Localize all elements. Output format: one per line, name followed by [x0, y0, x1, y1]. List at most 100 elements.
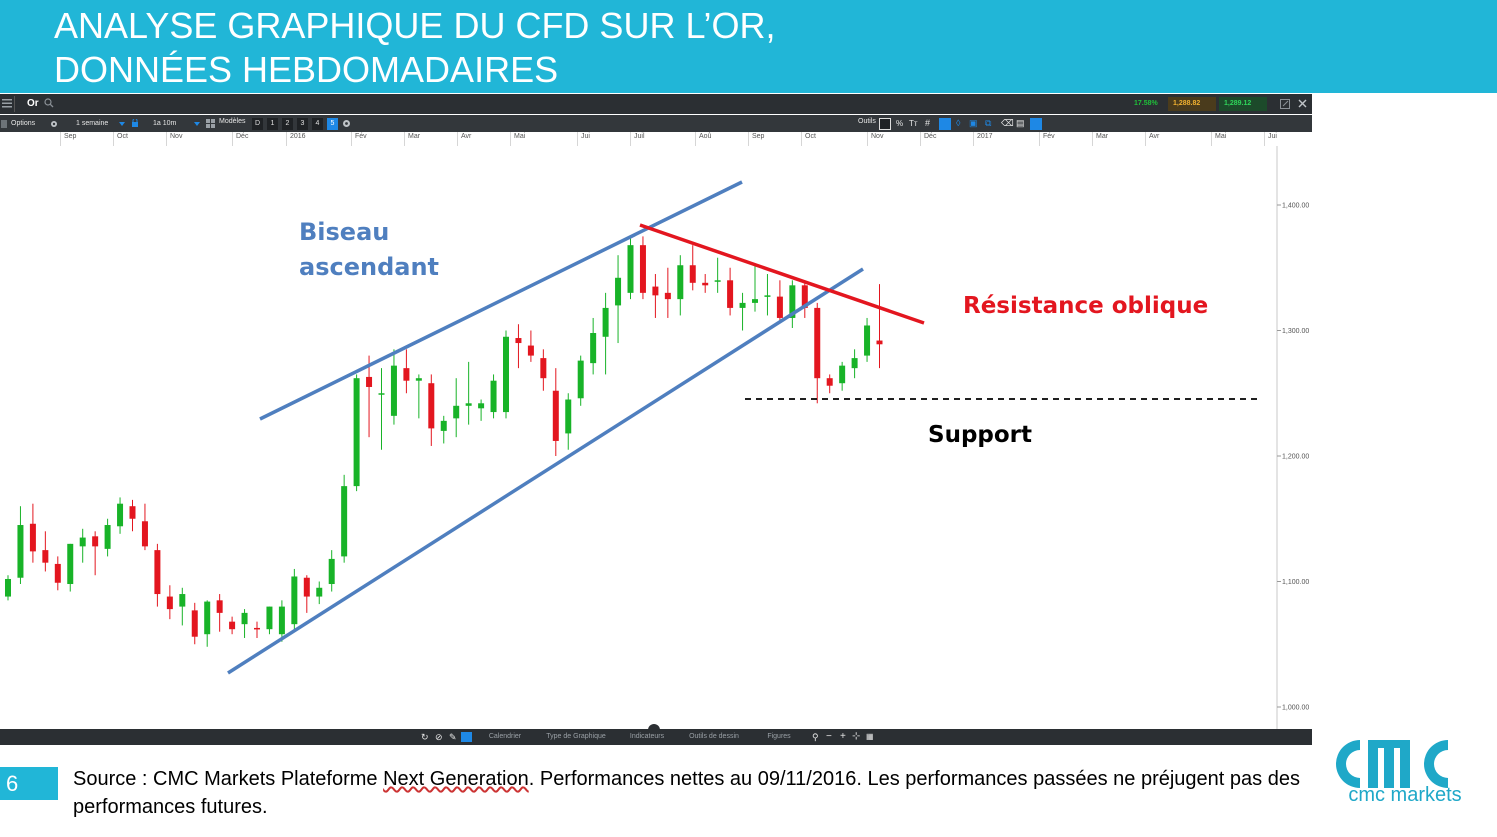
platform-chart-toolbar: Options 1 semaine 1a 10m Modèles D 1 2 3… — [0, 115, 1312, 132]
collapse-handle-icon[interactable] — [648, 722, 660, 730]
candle-up — [752, 299, 758, 303]
month-label: Déc — [924, 133, 937, 140]
candle-down — [826, 378, 833, 386]
candle-down — [366, 376, 373, 387]
menu-icon[interactable] — [2, 99, 12, 108]
candle-up — [764, 295, 771, 297]
sell-price-box[interactable]: 1,288.82 — [1168, 97, 1216, 111]
preset-4-button[interactable]: 4 — [312, 118, 323, 130]
tab-drawing-tools[interactable]: Outils de dessin — [689, 733, 739, 740]
candle-up — [341, 486, 348, 557]
interval-select[interactable]: 1 semaine — [76, 120, 109, 127]
preset-3-button[interactable]: 3 — [297, 118, 308, 130]
buy-price-box[interactable]: 1,289.12 — [1219, 97, 1267, 111]
price-chart[interactable]: 1,400.00 1,300.00 1,200.00 1,100.00 1,000.00… — [0, 146, 1312, 729]
interval-chevron-down-icon[interactable] — [119, 122, 125, 126]
models-label[interactable]: Modèles — [219, 118, 246, 125]
close-icon[interactable] — [1298, 99, 1307, 108]
preset-2-button[interactable]: 2 — [282, 118, 293, 130]
candle-up — [453, 405, 460, 419]
candle-up — [478, 403, 485, 409]
candle-down — [552, 390, 559, 441]
month-label: Fév — [1043, 133, 1055, 140]
page-number: 6 — [0, 767, 58, 800]
candle-down — [254, 627, 260, 630]
instrument-name[interactable]: Or — [27, 98, 39, 109]
cancel-icon[interactable]: ⊘ — [435, 732, 443, 742]
month-label: 2017 — [977, 133, 993, 140]
range-select[interactable]: 1a 10m — [153, 120, 177, 127]
candle-down — [54, 563, 61, 583]
wedge-upper-line[interactable] — [259, 180, 743, 421]
candle-up — [627, 245, 634, 293]
month-label: Fév — [355, 133, 367, 140]
tool-draw-icon[interactable] — [939, 118, 951, 130]
settings-gear-icon[interactable] — [50, 120, 58, 128]
tab-figures[interactable]: Figures — [767, 733, 791, 740]
grid-icon[interactable] — [206, 119, 215, 128]
month-label: Mar — [1096, 133, 1109, 140]
cmc-logo-subtitle: cmc markets — [1348, 784, 1462, 806]
candle-down — [154, 550, 161, 595]
search-icon[interactable] — [44, 98, 54, 108]
tab-calendar[interactable]: Calendrier — [488, 733, 522, 740]
candle-up — [789, 285, 796, 318]
source-text-part1: Source : CMC Markets Plateforme — [73, 768, 384, 790]
tool-print-icon[interactable]: ▤ — [1016, 118, 1025, 128]
sidebar-toggle-icon[interactable] — [1, 120, 7, 128]
tool-layers-icon[interactable]: ▣ — [969, 118, 978, 128]
zoom-in-icon[interactable]: + — [840, 731, 846, 742]
tool-magnet-icon[interactable]: ◊ — [956, 118, 961, 128]
ruler-icon[interactable]: ▦ — [866, 732, 874, 741]
tool-text-icon[interactable]: Tт — [909, 119, 918, 128]
popout-icon[interactable] — [1280, 99, 1290, 109]
refresh-icon[interactable]: ↻ — [421, 732, 429, 742]
month-separator — [1145, 132, 1146, 146]
candle-up — [266, 606, 273, 630]
preset-1-button[interactable]: 1 — [267, 118, 278, 130]
month-separator — [457, 132, 458, 146]
tab-indicators[interactable]: Indicateurs — [629, 733, 665, 740]
tool-percent-icon[interactable]: % — [896, 119, 904, 128]
buy-price: 1,289.12 — [1224, 100, 1252, 107]
candle-up — [241, 612, 248, 625]
zoom-search-icon[interactable]: ⚲ — [812, 732, 819, 742]
candle-up — [278, 606, 285, 635]
tool-crosshair-icon[interactable]: # — [925, 118, 931, 128]
time-axis: Sep Oct Nov Déc 2016 Fév Mar Avr Mai Jui Juil Aoû Se… — [0, 132, 1312, 147]
candle-down — [403, 368, 410, 381]
preset-d-button[interactable]: D — [252, 118, 263, 130]
candle-up — [739, 302, 746, 308]
candle-down — [92, 536, 99, 547]
range-chevron-down-icon[interactable] — [194, 122, 200, 126]
tool-cursor-icon[interactable] — [879, 118, 891, 130]
resistance-line[interactable] — [639, 223, 925, 325]
options-button[interactable]: Options — [11, 120, 36, 127]
tool-eraser-icon[interactable]: ⌫ — [1001, 118, 1014, 128]
fit-icon[interactable]: ⊹ — [852, 731, 861, 742]
tools-label: Outils — [858, 118, 876, 125]
zoom-out-icon[interactable]: − — [826, 731, 832, 742]
pencil-icon[interactable]: ✎ — [449, 732, 457, 742]
candle-down — [727, 280, 734, 308]
candle-up — [117, 503, 124, 527]
candle-up — [378, 393, 385, 395]
candle-up — [316, 587, 323, 597]
tool-clone-icon[interactable]: ⧉ — [985, 118, 992, 128]
slide-title-line1: ANALYSE GRAPHIQUE DU CFD SUR L’OR, — [54, 5, 776, 46]
color-picker-icon[interactable] — [461, 732, 472, 742]
resistance-label: Résistance oblique — [963, 293, 1208, 319]
month-separator — [867, 132, 868, 146]
month-label: Oct — [117, 133, 128, 140]
candle-up — [851, 358, 858, 369]
lock-icon[interactable] — [132, 119, 138, 127]
candle-down — [303, 577, 310, 597]
month-label: Mai — [1215, 133, 1227, 140]
preset-settings-icon[interactable] — [342, 119, 351, 128]
preset-5-button[interactable]: 5 — [327, 118, 338, 130]
tool-settings-icon[interactable] — [1030, 118, 1042, 130]
candle-up — [179, 594, 186, 607]
tab-chart-type[interactable]: Type de Graphique — [546, 733, 606, 740]
month-separator — [630, 132, 631, 146]
wedge-lower-line[interactable] — [227, 267, 864, 675]
